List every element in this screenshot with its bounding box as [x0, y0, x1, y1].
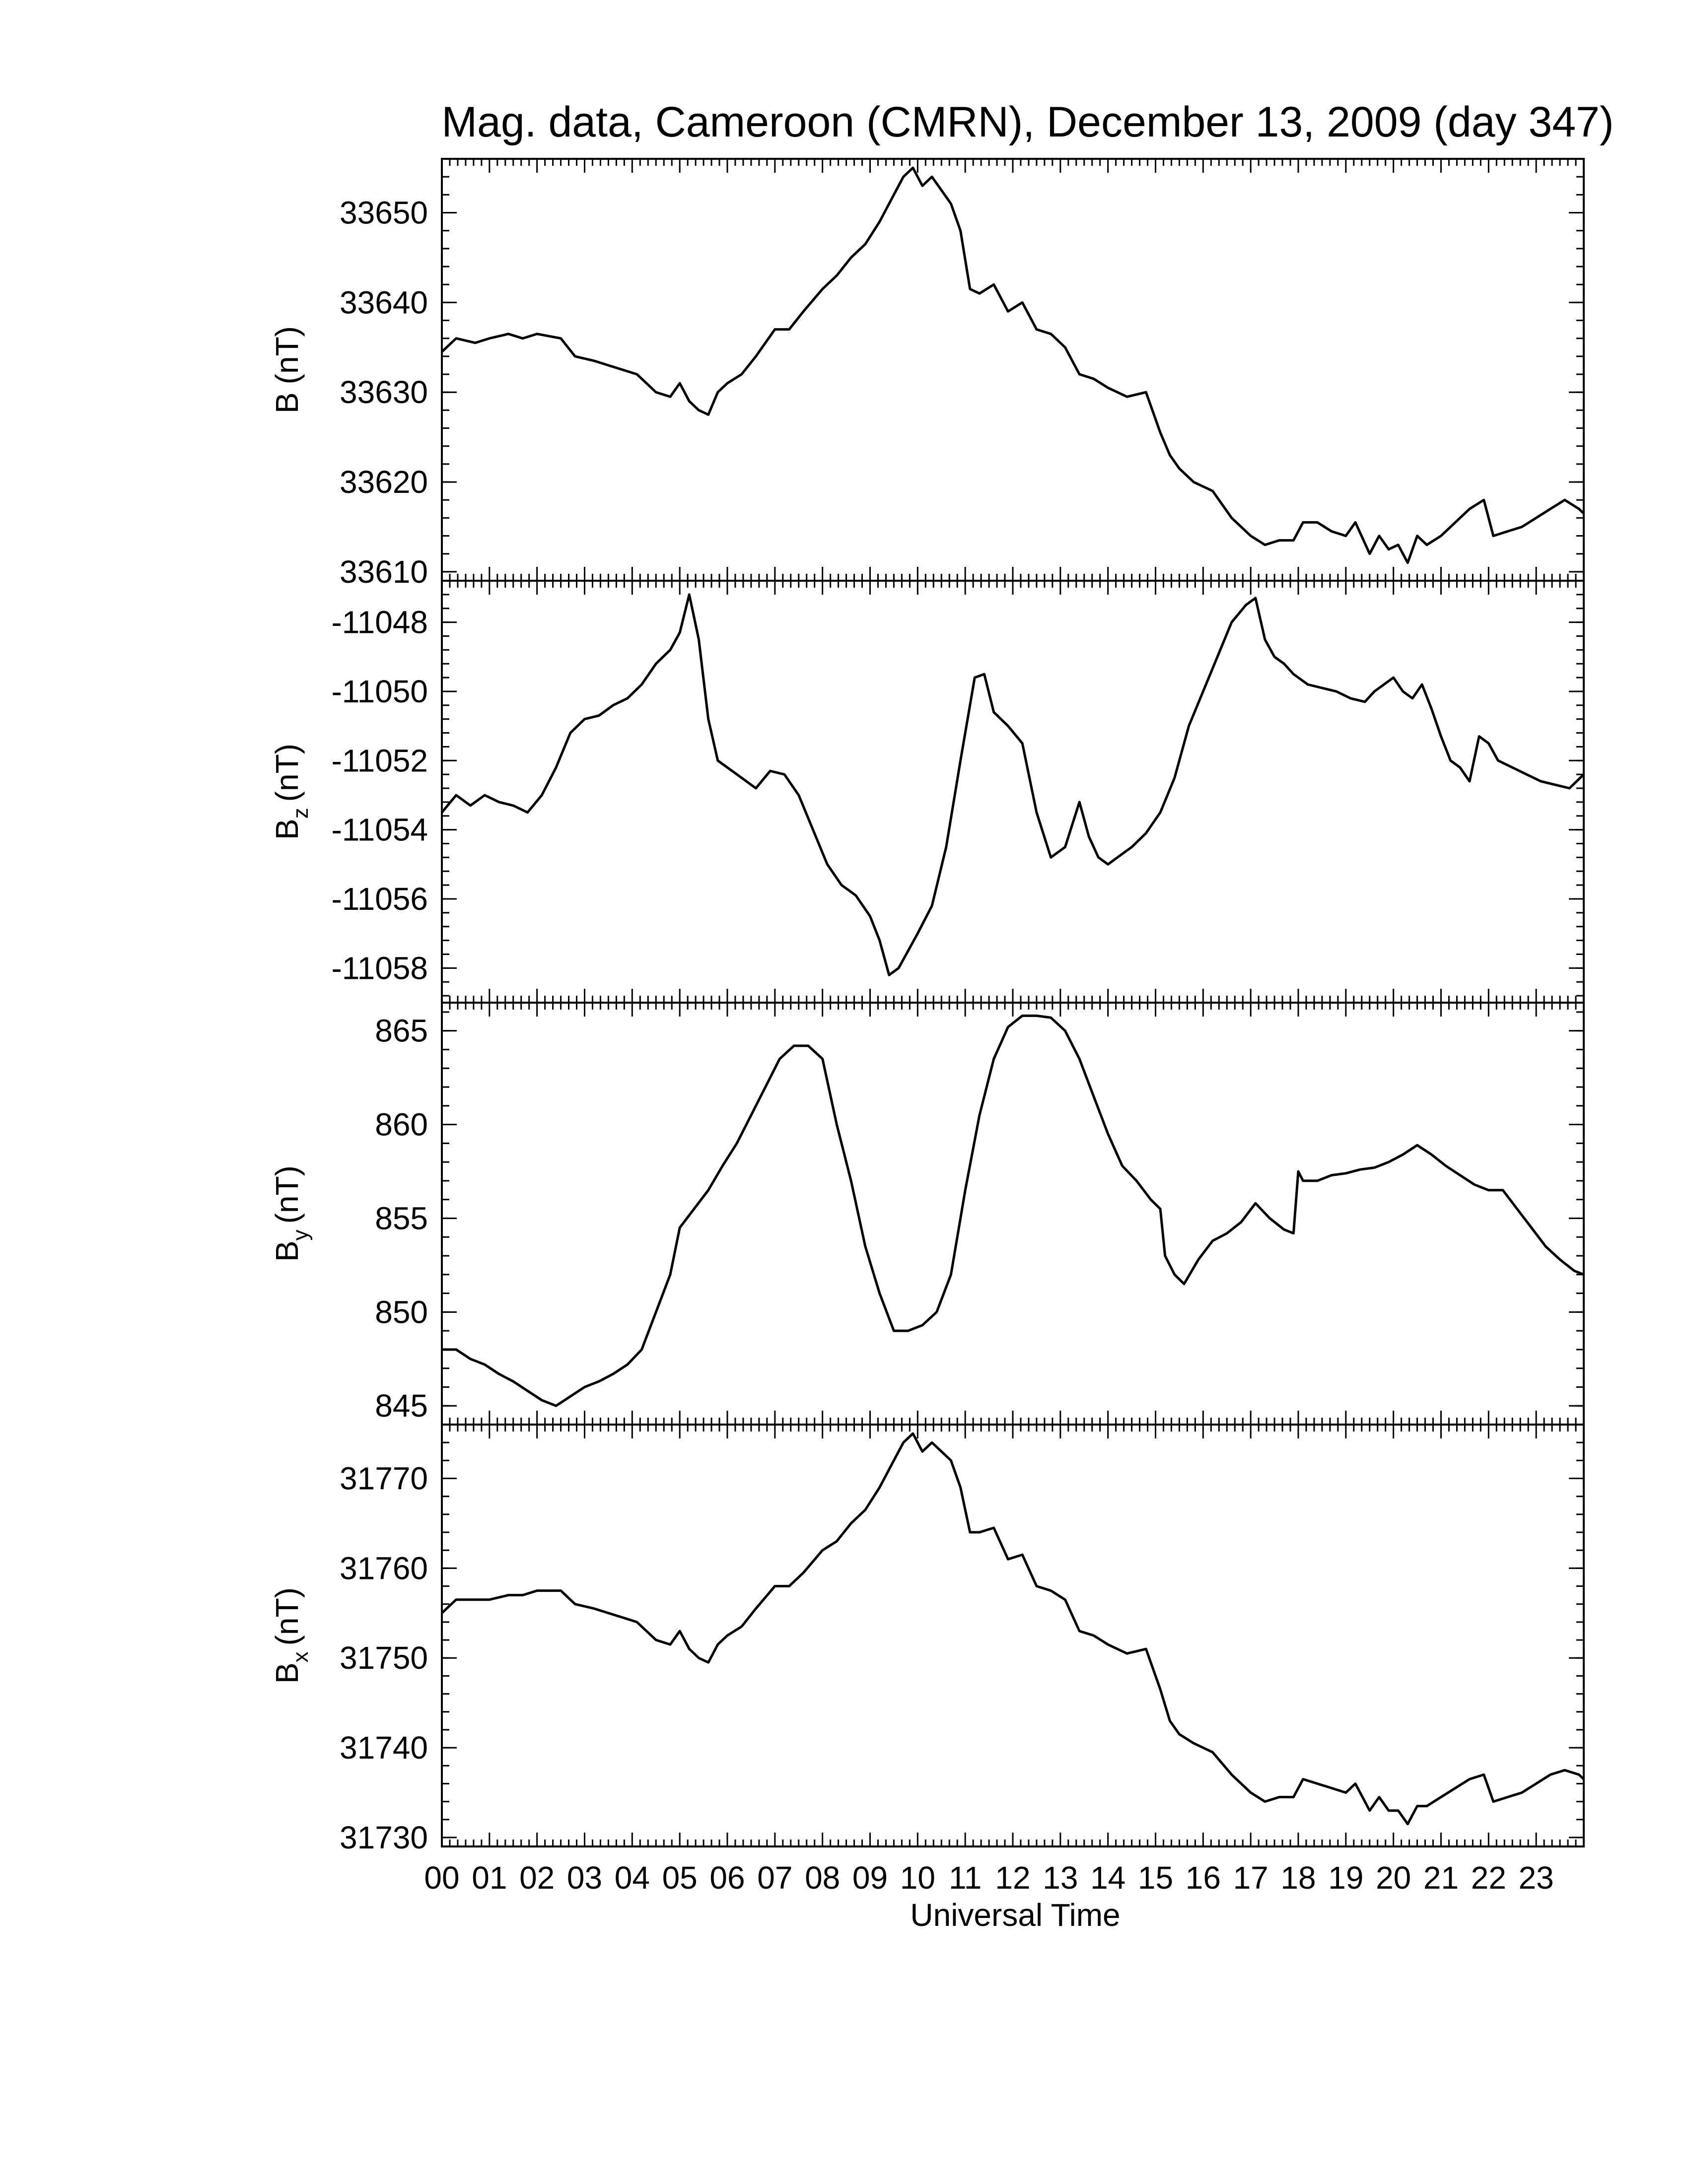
y-axis-title-unit: (nT)	[269, 1165, 305, 1224]
y-axis-title-subscript: y	[288, 1229, 313, 1240]
x-axis-title: Universal Time	[910, 1897, 1120, 1933]
y-tick-label: 850	[375, 1294, 428, 1330]
y-tick-label: -11050	[331, 674, 428, 709]
x-tick-label: 17	[1233, 1860, 1268, 1896]
series-line	[442, 1014, 1584, 1407]
panel-frame	[441, 1424, 1585, 1847]
x-tick-label: 03	[567, 1860, 602, 1896]
x-tick-label: 07	[757, 1860, 792, 1896]
x-tick-label: 05	[662, 1860, 698, 1896]
y-tick-label: 845	[375, 1388, 428, 1424]
y-axis-title-main: B	[269, 392, 305, 413]
y-tick-label: 31750	[340, 1640, 428, 1676]
x-tick-label: 13	[1043, 1860, 1078, 1896]
y-tick-label: 865	[375, 1013, 428, 1049]
y-tick-label: 33610	[340, 554, 428, 590]
y-tick-label: 855	[375, 1200, 428, 1236]
panels-group: 3361033620336303364033650B(nT)-11058-110…	[269, 158, 1585, 1896]
panel-3: 845 850 855 860 865 By (nT)	[269, 1002, 1585, 1426]
panel-frame	[441, 1002, 1585, 1426]
y-tick-label: 31740	[340, 1730, 428, 1766]
x-tick-label: 09	[852, 1860, 888, 1896]
x-tick-label: 19	[1328, 1860, 1363, 1896]
y-axis-title-main: B	[269, 819, 305, 840]
x-tick-label: 16	[1186, 1860, 1221, 1896]
y-tick-label: 860	[375, 1107, 428, 1143]
panel-frame	[441, 580, 1585, 1004]
y-tick-label: -11052	[331, 743, 428, 778]
chart-title: Mag. data, Cameroon (CMRN), December 13,…	[441, 98, 1614, 146]
x-tick-label: 23	[1519, 1860, 1554, 1896]
panel-2: -11058 -11056 -11054 -11052 -11050 -11048 Bz (n…	[269, 580, 1585, 1004]
x-tick-label: 10	[900, 1860, 935, 1896]
series-line	[441, 166, 1585, 564]
x-tick-label: 21	[1423, 1860, 1459, 1896]
y-axis-title-unit: (nT)	[269, 326, 305, 384]
panel-frame	[441, 158, 1585, 582]
x-tick-label: 06	[709, 1860, 745, 1896]
y-tick-label: 31770	[340, 1461, 428, 1497]
x-tick-label: 00	[424, 1860, 459, 1896]
x-tick-label: 20	[1376, 1860, 1411, 1896]
y-axis-title-unit: (nT)	[269, 744, 305, 802]
y-axis-title-subscript: z	[288, 808, 313, 819]
y-tick-label: 33640	[340, 284, 428, 320]
x-tick-label: 15	[1138, 1860, 1173, 1896]
panel-4: 31730 31740 31750 31760 31770 Bx (nT)	[269, 1424, 1585, 1855]
y-tick-label: 31730	[340, 1820, 428, 1855]
x-tick-label: 11	[949, 1860, 982, 1896]
x-tick-label: 01	[472, 1860, 507, 1896]
y-tick-label: -11056	[331, 881, 428, 917]
y-axis-title-subscript: x	[288, 1651, 313, 1662]
series-line	[441, 593, 1585, 976]
x-tick-label: 02	[519, 1860, 555, 1896]
y-axis-title: By (nT)	[269, 1165, 313, 1262]
series-line	[441, 1432, 1585, 1826]
x-tick-label: 12	[995, 1860, 1030, 1896]
x-tick-label: 08	[805, 1860, 840, 1896]
y-axis-title: B (nT)	[269, 326, 305, 413]
y-axis-title-main: B	[269, 1240, 305, 1262]
x-tick-label: 04	[615, 1860, 650, 1896]
y-axis-title-unit: (nT)	[269, 1587, 305, 1645]
y-axis-title: Bz (nT)	[269, 744, 313, 840]
x-tick-label: 18	[1280, 1860, 1316, 1896]
y-tick-label: -11054	[331, 812, 428, 848]
y-axis-title-main: B	[269, 1662, 305, 1684]
y-tick-label: 33650	[340, 195, 428, 231]
x-tick-label: 22	[1471, 1860, 1506, 1896]
y-axis-title: Bx (nT)	[269, 1587, 313, 1684]
x-tick-label: 14	[1090, 1860, 1125, 1896]
y-tick-label: -11048	[331, 605, 428, 640]
y-tick-label: 31760	[340, 1550, 428, 1586]
panel-1: 33610 33620 33630 33640 33650 B (nT)	[269, 158, 1585, 590]
y-tick-label: 33620	[340, 464, 428, 500]
y-tick-label: -11058	[331, 950, 428, 986]
y-tick-label: 33630	[340, 374, 428, 410]
